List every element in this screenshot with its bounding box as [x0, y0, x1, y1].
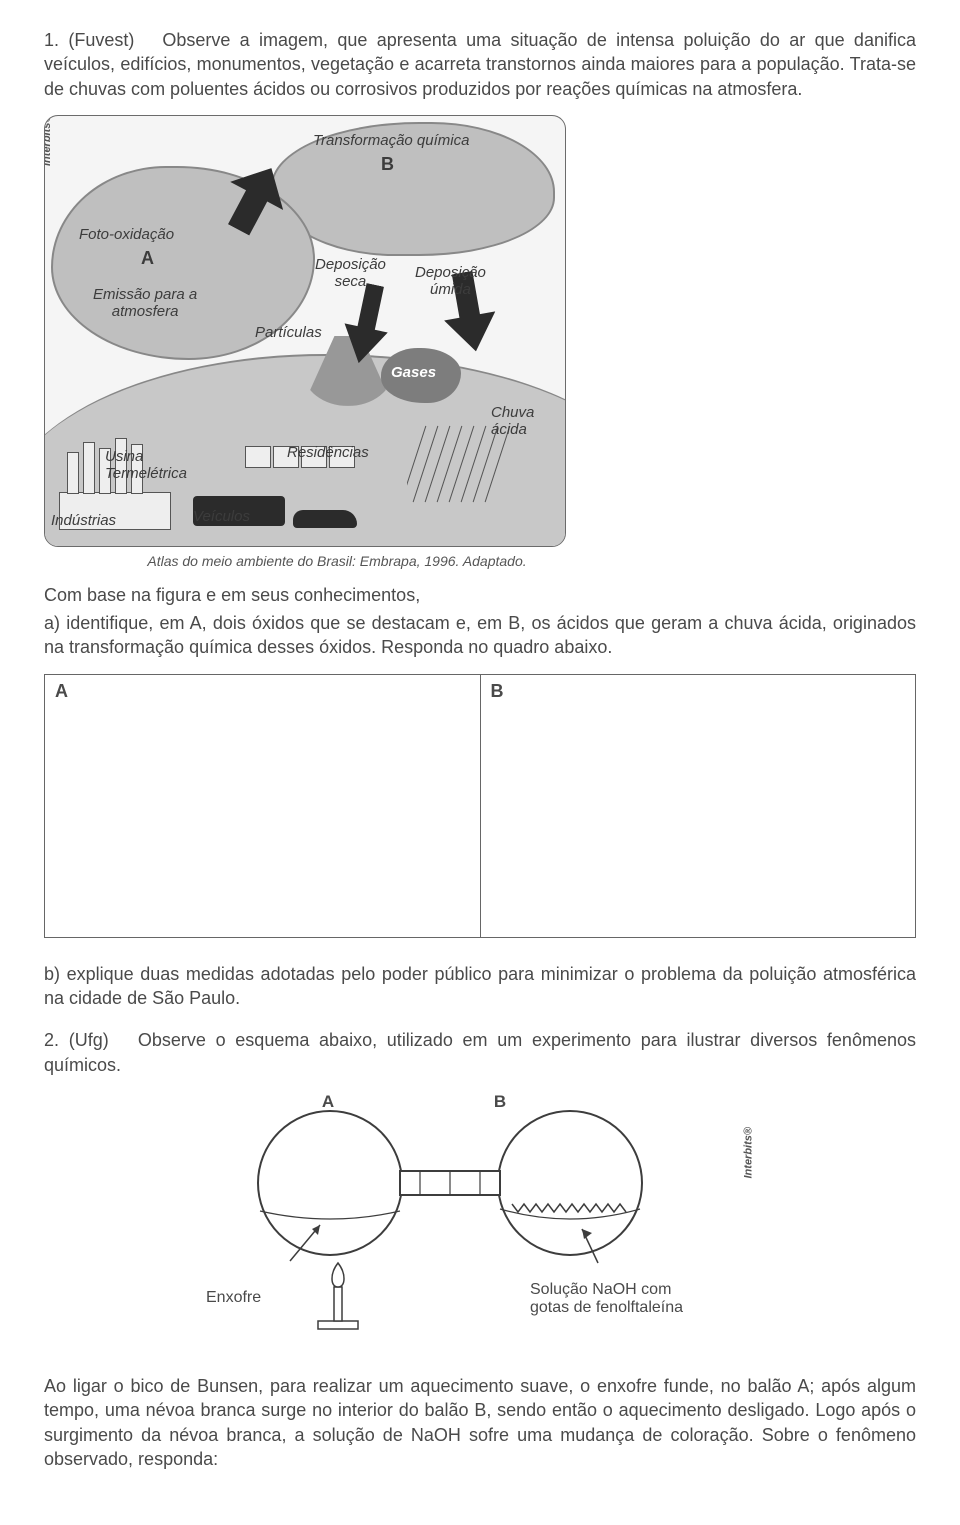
label-chuva-acida: Chuva ácida	[491, 404, 534, 438]
rain-line	[449, 426, 475, 502]
q1-sub-b: b) explique duas medidas adotadas pelo p…	[44, 962, 916, 1011]
q1-sub-a: a) identifique, em A, dois óxidos que se…	[44, 611, 916, 660]
smokestack	[83, 442, 95, 494]
answer-table: A B	[44, 674, 916, 938]
q2-prefix: 2. (Ufg)	[44, 1030, 109, 1050]
figure-2: A B Interbits® Enxofre Solução NaOH com …	[200, 1091, 760, 1356]
car-icon	[293, 510, 357, 528]
q1-prefix: 1. (Fuvest)	[44, 30, 134, 50]
q1-text: 1. (Fuvest) Observe a imagem, que aprese…	[44, 28, 916, 101]
rain-line	[437, 426, 463, 502]
label-deposicao-umida: Deposição úmida	[415, 264, 486, 298]
rain-line	[413, 426, 439, 502]
label-flask-a: A	[322, 1092, 334, 1111]
q2-body: Observe o esquema abaixo, utilizado em u…	[44, 1030, 916, 1074]
houses-group	[245, 402, 365, 446]
q2-text: 2. (Ufg) Observe o esquema abaixo, utili…	[44, 1028, 916, 1077]
label-flask-b: B	[494, 1092, 506, 1111]
watermark-interbits: Interbits®	[44, 115, 53, 166]
label-enxofre: Enxofre	[206, 1289, 261, 1307]
house	[245, 446, 271, 468]
label-naoh: Solução NaOH com gotas de fenolftaleína	[530, 1281, 683, 1317]
q2-tail: Ao ligar o bico de Bunsen, para realizar…	[44, 1374, 916, 1471]
bunsen-burner	[318, 1263, 358, 1329]
rain-line	[425, 426, 451, 502]
q1-sub-intro: Com base na figura e em seus conheciment…	[44, 583, 916, 607]
figure-1: Interbits®	[44, 115, 564, 569]
flask-b	[498, 1111, 642, 1255]
label-industrias: Indústrias	[51, 512, 116, 529]
rain-line	[461, 426, 487, 502]
label-veiculos: Veículos	[193, 508, 250, 525]
label-residencias: Residências	[287, 444, 369, 461]
label-B-top: B	[381, 154, 394, 175]
watermark-interbits-2: Interbits®	[742, 1127, 754, 1179]
flame-icon	[332, 1263, 344, 1287]
figure-1-box: Interbits®	[44, 115, 566, 547]
flask-a	[258, 1111, 402, 1255]
smokestack	[67, 452, 79, 494]
label-deposicao-seca: Deposição seca	[315, 256, 386, 290]
label-gases: Gases	[391, 364, 436, 381]
label-foto-oxidacao: Foto-oxidação	[79, 226, 174, 243]
label-usina: Usina Termelétrica	[105, 448, 187, 482]
answer-cell-a[interactable]: A	[45, 674, 481, 937]
answer-cell-b[interactable]: B	[480, 674, 916, 937]
label-particulas: Partículas	[255, 324, 322, 341]
label-emissao: Emissão para a atmosfera	[93, 286, 197, 320]
label-A-left: A	[141, 248, 154, 269]
figure-1-caption: Atlas do meio ambiente do Brasil: Embrap…	[122, 553, 552, 569]
q1-body: Observe a imagem, que apresenta uma situ…	[44, 30, 916, 99]
label-transformacao: Transformação química	[313, 132, 469, 149]
